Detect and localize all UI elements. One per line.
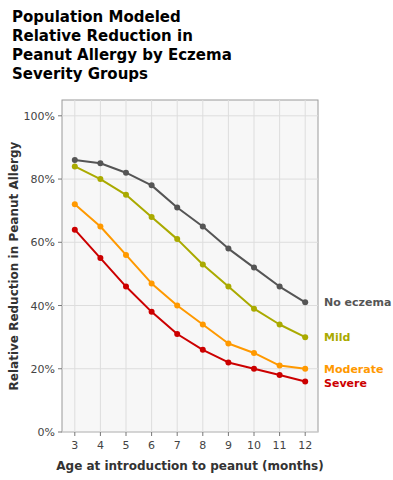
point	[97, 176, 103, 182]
title-line: Relative Reduction in	[12, 27, 193, 45]
title-line: Peanut Allergy by Eczema	[12, 46, 232, 64]
tick-label: 80%	[31, 173, 55, 186]
tick-mark	[305, 432, 306, 436]
tick-label: 12	[298, 439, 312, 452]
point	[200, 347, 206, 353]
tick-label: 40%	[31, 300, 55, 313]
point	[123, 252, 129, 258]
point	[225, 246, 231, 252]
series-label: Mild	[324, 331, 350, 344]
series-line	[75, 160, 305, 302]
tick-mark	[58, 368, 62, 369]
grid-line	[151, 100, 152, 432]
series-line	[75, 166, 305, 337]
tick-label: 11	[273, 439, 287, 452]
grid-line	[279, 100, 280, 432]
tick-label: 60%	[31, 236, 55, 249]
tick-mark	[151, 432, 152, 436]
tick-label: 4	[97, 439, 104, 452]
point	[251, 366, 257, 372]
point	[97, 223, 103, 229]
point	[225, 284, 231, 290]
point	[251, 306, 257, 312]
plot-frame	[62, 100, 318, 432]
tick-mark	[279, 432, 280, 436]
point	[302, 334, 308, 340]
point	[72, 163, 78, 169]
title: Population ModeledRelative Reduction inP…	[12, 8, 232, 83]
title-line: Severity Groups	[12, 65, 148, 83]
grid-line	[74, 100, 75, 432]
tick-mark	[228, 432, 229, 436]
point	[200, 261, 206, 267]
point	[123, 284, 129, 290]
grid-line	[100, 100, 101, 432]
series-label: No eczema	[324, 296, 391, 309]
tick-mark	[100, 432, 101, 436]
series-label: Moderate	[324, 363, 383, 376]
point	[174, 236, 180, 242]
chart: Population ModeledRelative Reduction inP…	[0, 0, 393, 480]
tick-label: 9	[225, 439, 232, 452]
point	[225, 359, 231, 365]
point	[123, 192, 129, 198]
grid-line	[126, 100, 127, 432]
point	[277, 321, 283, 327]
point	[174, 205, 180, 211]
point	[200, 321, 206, 327]
series-line	[75, 204, 305, 368]
point	[277, 363, 283, 369]
point	[277, 372, 283, 378]
point	[251, 265, 257, 271]
tick-label: 7	[174, 439, 181, 452]
tick-label: 3	[71, 439, 78, 452]
title-line: Population Modeled	[12, 8, 181, 26]
tick-mark	[58, 242, 62, 243]
point	[251, 350, 257, 356]
point	[302, 299, 308, 305]
tick-label: 8	[199, 439, 206, 452]
point	[200, 223, 206, 229]
x-axis-label: Age at introduction to peanut (months)	[56, 459, 324, 473]
point	[277, 284, 283, 290]
grid-line	[228, 100, 229, 432]
tick-label: 20%	[31, 363, 55, 376]
tick-mark	[202, 432, 203, 436]
tick-label: 100%	[24, 110, 55, 123]
point	[72, 227, 78, 233]
point	[302, 366, 308, 372]
tick-mark	[254, 432, 255, 436]
point	[149, 280, 155, 286]
point	[97, 255, 103, 261]
point	[72, 201, 78, 207]
point	[302, 378, 308, 384]
tick-label: 6	[148, 439, 155, 452]
tick-mark	[126, 432, 127, 436]
tick-label: 10	[247, 439, 261, 452]
point	[225, 340, 231, 346]
point	[72, 157, 78, 163]
grid-line	[177, 100, 178, 432]
point	[149, 309, 155, 315]
point	[149, 214, 155, 220]
y-axis-label: Relative Reduction in Peanut Allergy	[7, 141, 21, 390]
tick-mark	[58, 432, 62, 433]
tick-label: 5	[123, 439, 130, 452]
point	[174, 331, 180, 337]
point	[97, 160, 103, 166]
tick-mark	[74, 432, 75, 436]
tick-label: 0%	[38, 426, 55, 439]
tick-mark	[58, 305, 62, 306]
tick-mark	[58, 115, 62, 116]
point	[174, 303, 180, 309]
point	[123, 170, 129, 176]
tick-mark	[177, 432, 178, 436]
series-line	[75, 230, 305, 382]
series-label: Severe	[324, 377, 367, 390]
plot-marks	[72, 157, 308, 384]
tick-mark	[58, 179, 62, 180]
point	[149, 182, 155, 188]
